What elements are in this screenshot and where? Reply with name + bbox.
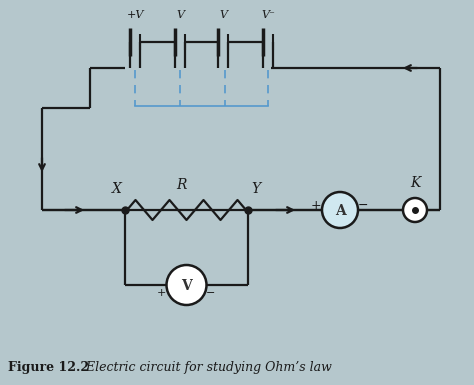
Circle shape: [403, 198, 427, 222]
Text: Figure 12.2: Figure 12.2: [8, 360, 89, 373]
Text: R: R: [176, 178, 187, 192]
Text: Y: Y: [251, 182, 261, 196]
Text: K: K: [410, 176, 420, 190]
Text: −: −: [358, 199, 368, 211]
Text: V⁻: V⁻: [261, 10, 275, 20]
Text: V: V: [176, 10, 184, 20]
Text: +: +: [157, 288, 166, 298]
Text: X: X: [112, 182, 122, 196]
Text: A: A: [335, 204, 346, 218]
Circle shape: [166, 265, 207, 305]
Text: V: V: [219, 10, 227, 20]
Text: −: −: [206, 288, 215, 298]
Text: +V: +V: [126, 10, 144, 20]
Text: Electric circuit for studying Ohm’s law: Electric circuit for studying Ohm’s law: [82, 360, 332, 373]
Text: +: +: [310, 199, 321, 211]
Circle shape: [322, 192, 358, 228]
Text: V: V: [181, 279, 192, 293]
